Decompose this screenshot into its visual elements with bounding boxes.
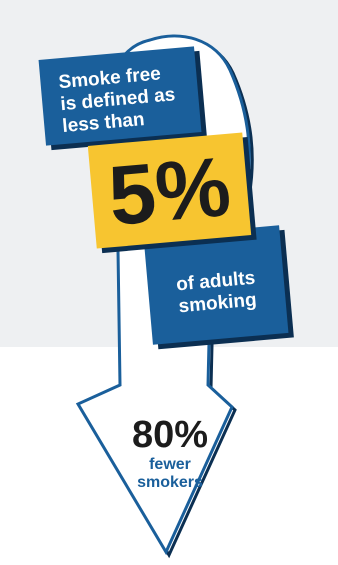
target-value: 80% xyxy=(131,414,209,456)
threshold-value: 5% xyxy=(104,138,235,244)
threshold-box: 5% xyxy=(87,132,252,249)
adults-smoking-box: of adults smoking xyxy=(143,225,289,345)
target-label: fewer smokers xyxy=(100,456,240,492)
definition-box: Smoke free is defined as less than xyxy=(38,46,203,146)
target-line-1: fewer xyxy=(149,456,191,473)
target-line-2: smokers xyxy=(137,474,203,491)
adults-smoking-text: of adults smoking xyxy=(147,265,286,321)
definition-text: Smoke free is defined as less than xyxy=(58,60,203,138)
